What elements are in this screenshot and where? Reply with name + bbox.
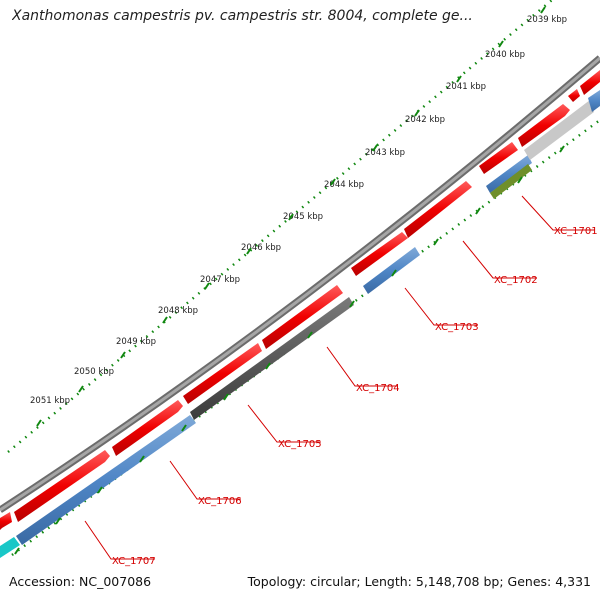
ruler-label: 2051 kbp — [30, 396, 70, 406]
accession-text: Accession: NC_007086 — [9, 574, 152, 589]
gene-label[interactable]: XC_1702 — [494, 275, 538, 286]
ruler-label: 2039 kbp — [527, 15, 567, 25]
cds-feature[interactable] — [262, 285, 343, 349]
cds-feature[interactable] — [112, 400, 183, 456]
genome-title: Xanthomonas campestris pv. campestris st… — [12, 8, 473, 24]
gene-feature-dark[interactable] — [190, 297, 354, 420]
ruler-label: 2043 kbp — [365, 148, 405, 158]
ruler-ticks-outer — [36, 6, 546, 427]
ruler-label: 2047 kbp — [200, 275, 240, 285]
ruler-label: 2049 kbp — [116, 337, 156, 347]
cds-feature[interactable] — [568, 89, 580, 102]
forward-cds-track — [0, 70, 600, 530]
gene-label[interactable]: XC_1706 — [198, 496, 242, 507]
gene-label[interactable]: XC_1701 — [554, 226, 598, 237]
genome-backbone — [0, 55, 600, 513]
gene-feature[interactable] — [588, 90, 600, 112]
gene-feature-olive[interactable] — [490, 164, 532, 199]
ruler-ticks — [14, 145, 565, 555]
cds-feature[interactable] — [404, 181, 472, 238]
ruler-dots-outer — [7, 0, 553, 453]
cds-feature[interactable] — [0, 512, 12, 530]
cds-feature[interactable] — [518, 104, 570, 147]
gene-label[interactable]: XC_1704 — [356, 383, 400, 394]
cds-feature[interactable] — [14, 450, 110, 522]
ruler-label: 2042 kbp — [405, 115, 445, 125]
cds-feature[interactable] — [580, 70, 600, 95]
gene-feature-cyan[interactable] — [0, 537, 20, 558]
gene-track — [0, 90, 600, 558]
ruler-label: 2045 kbp — [283, 212, 323, 222]
ruler-label: 2040 kbp — [485, 50, 525, 60]
gene-label[interactable]: XC_1705 — [278, 439, 322, 450]
ruler-label: 2046 kbp — [241, 243, 281, 253]
cds-feature[interactable] — [351, 232, 408, 276]
gene-labels: XC_1701 XC_1702 XC_1703 XC_1704 XC_1705 … — [112, 226, 598, 567]
gene-feature[interactable] — [363, 247, 420, 294]
ruler-label: 2041 kbp — [446, 82, 486, 92]
gene-feature[interactable] — [486, 155, 532, 193]
cds-feature[interactable] — [183, 343, 262, 404]
gene-label[interactable]: XC_1703 — [435, 322, 479, 333]
gene-feature-light[interactable] — [524, 100, 594, 160]
genome-summary-text: Topology: circular; Length: 5,148,708 bp… — [247, 574, 591, 589]
ruler-label: 2048 kbp — [158, 306, 198, 316]
ruler-label: 2044 kbp — [324, 180, 364, 190]
ruler-labels: 2039 kbp 2040 kbp 2041 kbp 2042 kbp 2043… — [30, 15, 567, 406]
ruler-label: 2050 kbp — [74, 367, 114, 377]
gene-label[interactable]: XC_1707 — [112, 556, 156, 567]
cds-feature[interactable] — [479, 142, 518, 174]
gene-feature[interactable] — [16, 415, 196, 545]
gene-callouts — [84, 195, 595, 560]
